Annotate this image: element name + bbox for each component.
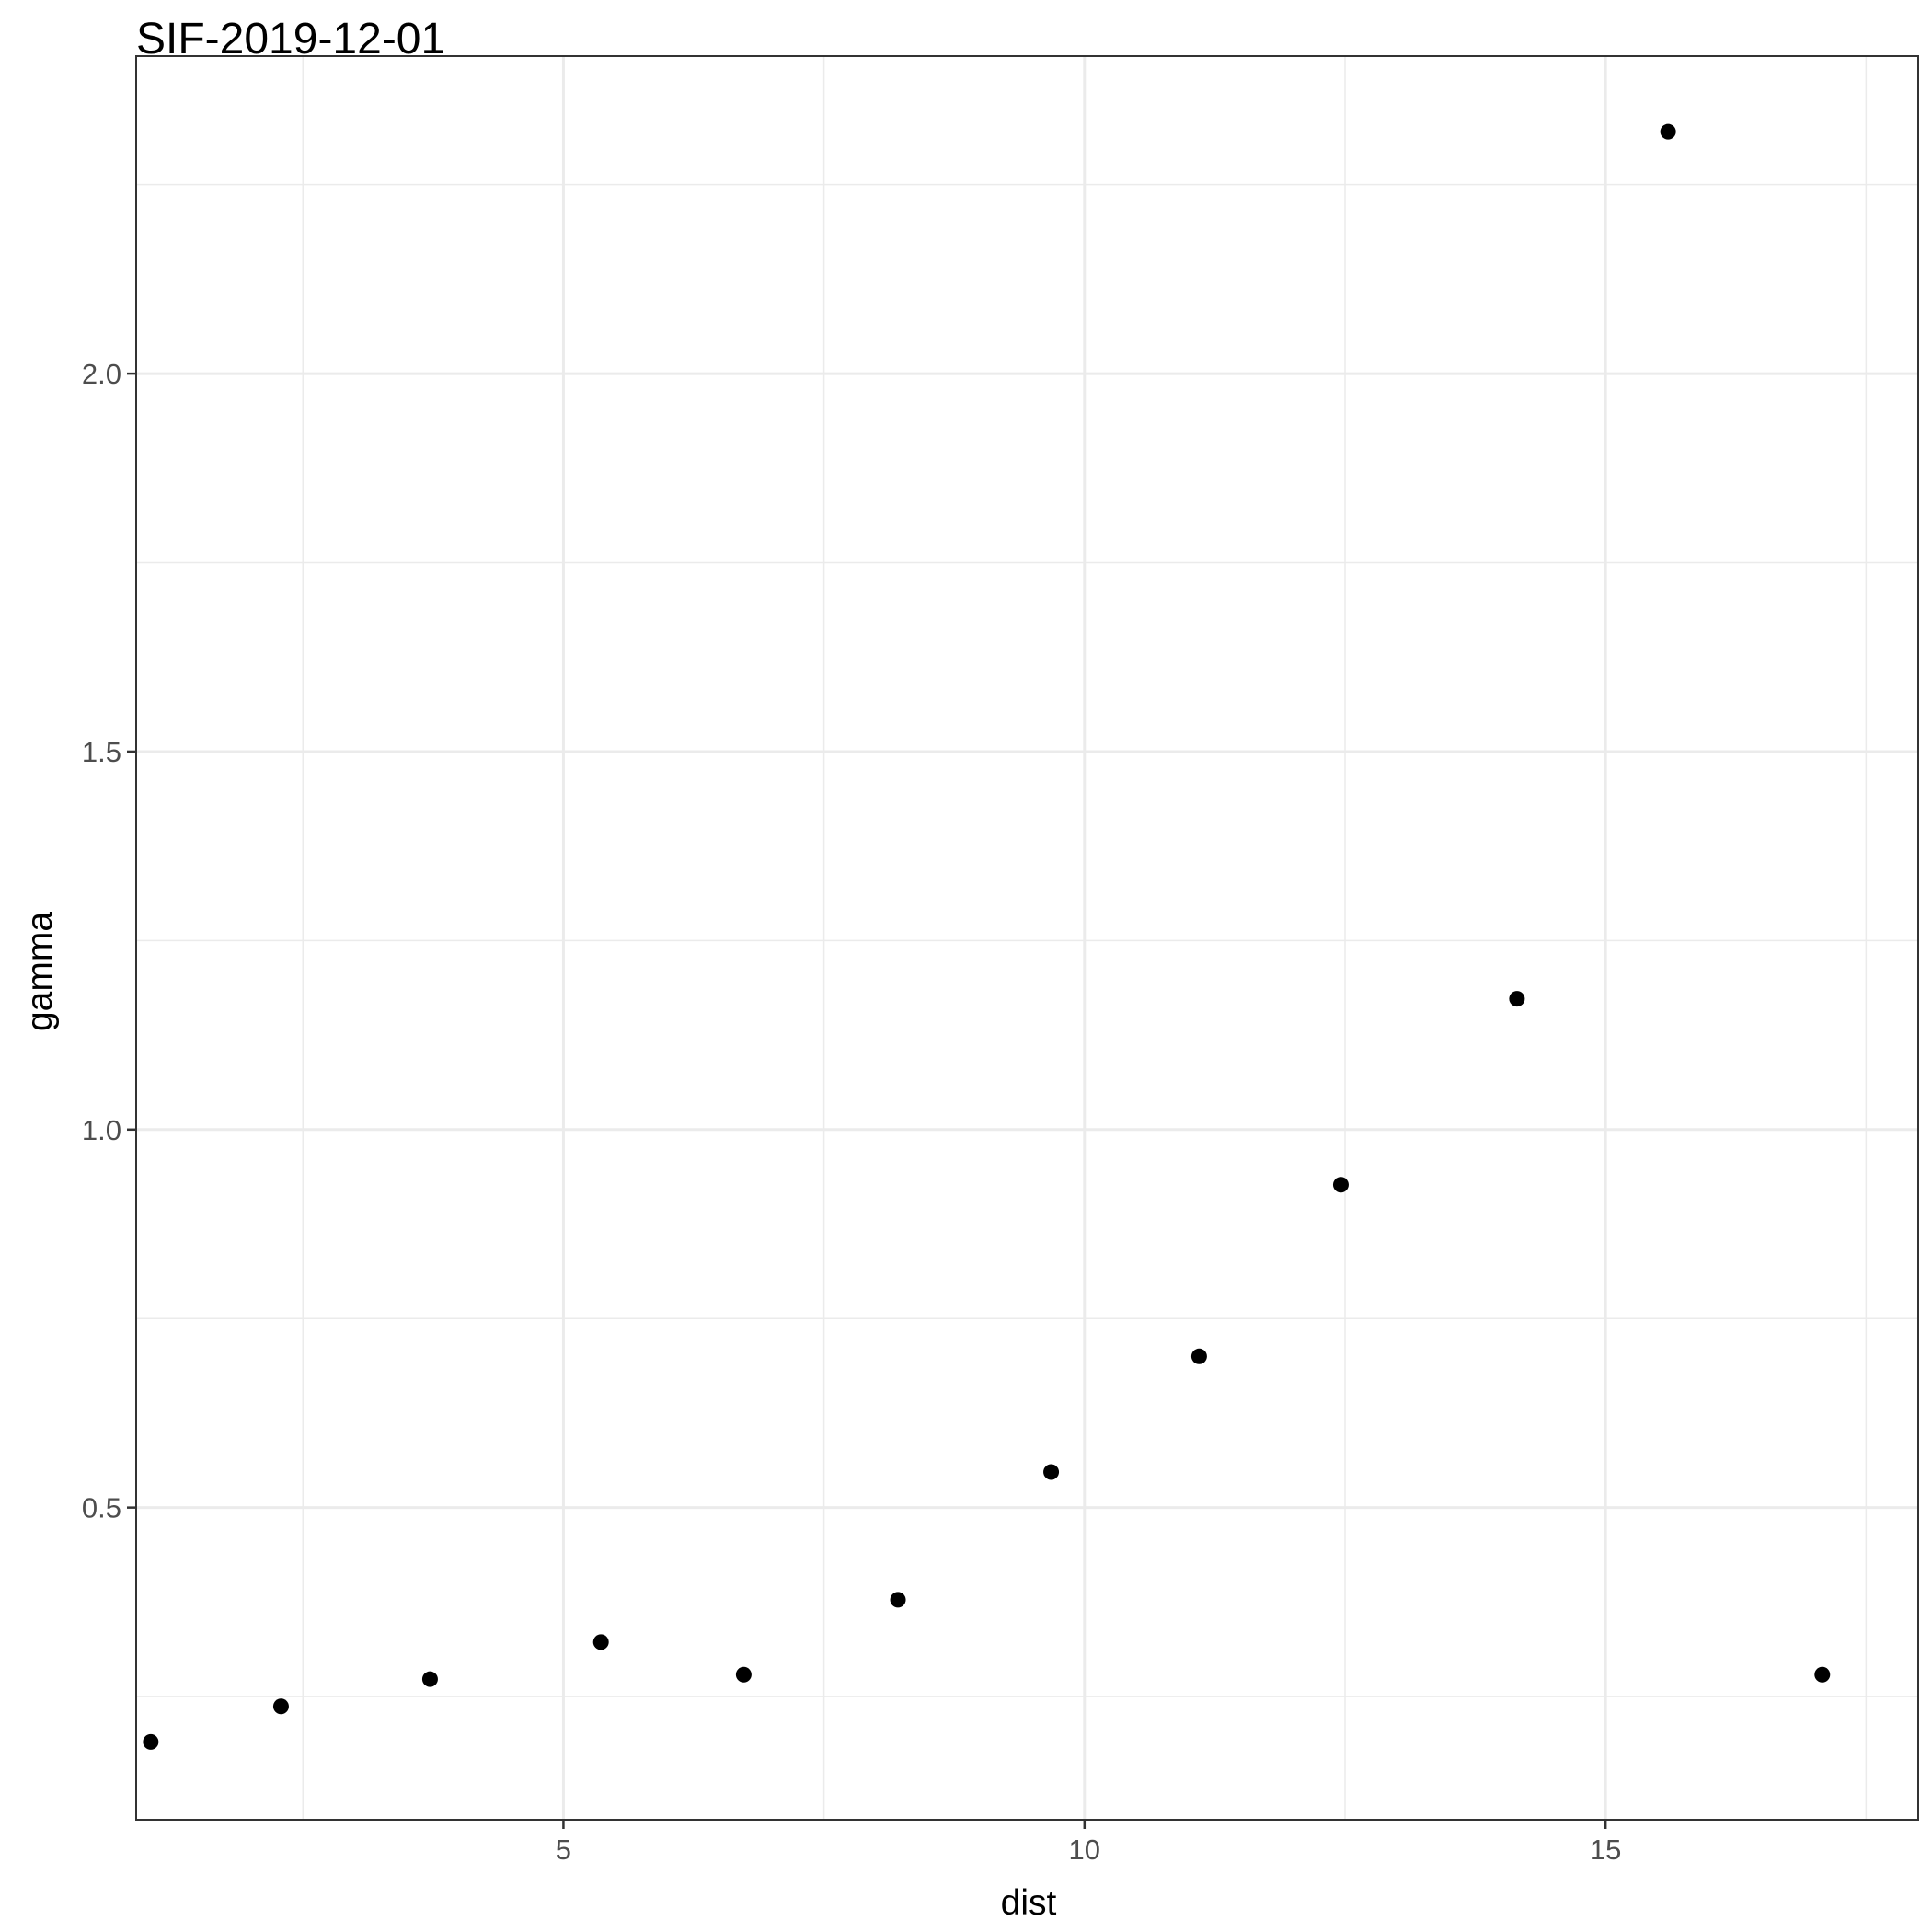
data-points bbox=[143, 123, 1831, 1750]
data-point bbox=[1043, 1464, 1060, 1480]
data-point bbox=[143, 1733, 159, 1750]
chart-title: SIF-2019-12-01 bbox=[136, 15, 445, 63]
x-tick-label: 10 bbox=[1069, 1834, 1100, 1866]
data-point bbox=[735, 1666, 752, 1683]
x-axis-title: dist bbox=[1001, 1883, 1057, 1923]
x-tick-label: 15 bbox=[1590, 1834, 1621, 1866]
y-tick-label: 0.5 bbox=[82, 1492, 121, 1524]
y-axis-title: gamma bbox=[20, 912, 60, 1031]
data-point bbox=[421, 1671, 438, 1687]
data-point bbox=[1332, 1177, 1349, 1193]
data-point bbox=[1190, 1348, 1207, 1364]
grid-lines bbox=[136, 56, 1918, 1820]
y-tick-label: 1.0 bbox=[82, 1114, 121, 1146]
panel-border bbox=[135, 55, 1919, 1821]
axis-ticks: 5 10 15 0.5 1.0 1.5 2.0 bbox=[82, 358, 1622, 1866]
data-point bbox=[1509, 991, 1525, 1007]
data-point bbox=[592, 1634, 609, 1650]
x-tick-label: 5 bbox=[556, 1834, 571, 1866]
data-point bbox=[1814, 1666, 1831, 1683]
data-point bbox=[1660, 123, 1676, 140]
data-point bbox=[272, 1698, 289, 1715]
y-tick-label: 1.5 bbox=[82, 736, 121, 768]
data-point bbox=[890, 1592, 906, 1608]
y-tick-label: 2.0 bbox=[82, 358, 121, 390]
